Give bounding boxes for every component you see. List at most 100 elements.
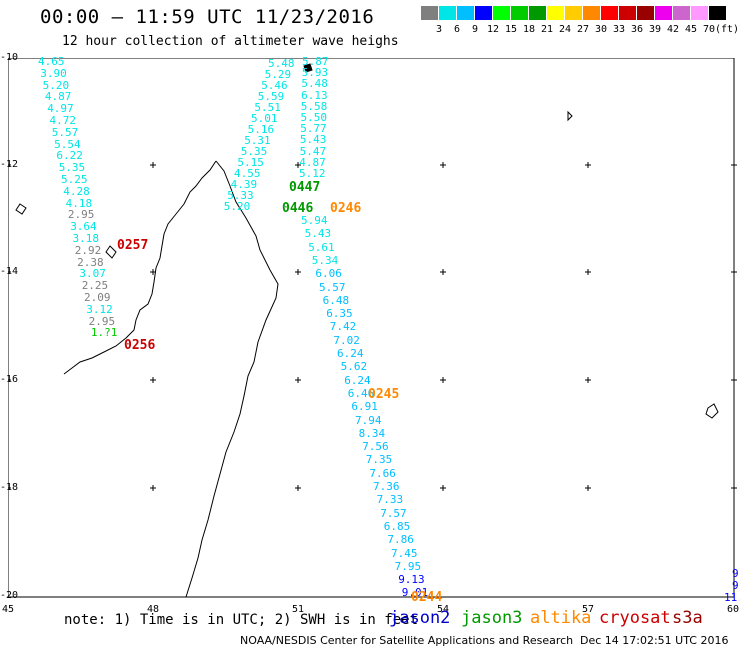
legend-cryosat: cryosat — [599, 608, 671, 628]
wave-height-value: 5.48 — [301, 77, 328, 91]
color-swatch — [709, 6, 727, 20]
wave-height-value: 2.09 — [84, 291, 111, 304]
color-swatch — [565, 6, 583, 20]
legend-s3a: s3a — [672, 608, 703, 628]
wave-height-value: 5.12 — [299, 167, 326, 180]
wave-height-value: 5.43 — [304, 227, 332, 241]
color-swatch — [583, 6, 601, 20]
wave-height-value: 5.29 — [264, 68, 292, 81]
pass-time-label: 0257 — [117, 238, 149, 253]
wave-height-value: 5.94 — [301, 214, 328, 227]
wave-height-value: 9 — [732, 579, 739, 592]
wave-height-value: 6.85 — [383, 519, 411, 533]
island-2 — [567, 110, 573, 122]
wave-height-value: 7.66 — [369, 466, 396, 480]
latitude-label: -10 — [0, 52, 19, 63]
wave-height-value: 7.35 — [365, 453, 393, 467]
wave-height-value: 3.64 — [70, 220, 97, 234]
wave-height-value: 1.?1 — [90, 326, 118, 340]
color-swatch — [493, 6, 511, 20]
wave-height-value: 6.46 — [347, 386, 375, 400]
color-scale-bar — [421, 6, 727, 20]
timestamp-text: Dec 14 17:02:51 UTC 2016 — [580, 634, 729, 647]
wave-height-value: 5.93 — [301, 66, 329, 80]
color-swatch — [439, 6, 457, 20]
wave-height-value: 5.50 — [300, 111, 328, 124]
color-swatch — [619, 6, 637, 20]
pass-time-label: 0246 — [330, 201, 362, 216]
wave-height-value: 5.16 — [247, 123, 275, 136]
wave-height-value: 9 — [732, 567, 739, 580]
madagascar-west-coast — [63, 160, 217, 375]
wave-height-value: 7.56 — [362, 440, 389, 454]
wave-height-value: 5.20 — [42, 78, 70, 92]
color-scale-label: 3 — [435, 24, 443, 35]
legend-altika: altika — [530, 608, 592, 628]
wave-height-value: 5.57 — [51, 125, 79, 139]
wave-height-value: 7.45 — [391, 546, 418, 560]
longitude-label: 54 — [436, 604, 450, 615]
wave-height-value: 5.43 — [299, 133, 327, 147]
color-scale-label: 33 — [612, 24, 626, 35]
wave-height-value: 4.87 — [44, 90, 72, 104]
wave-height-value: 5.59 — [257, 90, 285, 103]
wave-height-value: 4.28 — [63, 184, 90, 198]
map-title: 00:00 — 11:59 UTC 11/23/2016 — [40, 6, 375, 28]
longitude-label: 48 — [146, 604, 160, 615]
island-comoros-2 — [105, 245, 117, 259]
wave-height-value: 5.87 — [302, 55, 329, 68]
wave-height-value: 5.34 — [311, 253, 339, 267]
wave-height-value: 7.42 — [329, 320, 357, 334]
pass-time-label: 0446 — [282, 201, 314, 216]
legend-jason3: jason3 — [461, 608, 523, 628]
wave-height-value: 5.77 — [300, 122, 327, 136]
wave-height-value: 2.95 — [67, 208, 95, 222]
map-subtitle: 12 hour collection of altimeter wave hei… — [62, 34, 399, 49]
wave-height-value: 5.46 — [261, 79, 288, 92]
color-scale-label: 12 — [486, 24, 500, 35]
wave-height-value: 5.35 — [58, 161, 86, 175]
wave-height-value: 2.25 — [81, 279, 109, 293]
latitude-label: -12 — [0, 159, 19, 170]
color-swatch — [475, 6, 493, 20]
color-swatch — [637, 6, 655, 20]
color-scale-label: 42 — [666, 24, 680, 35]
island-3 — [705, 403, 719, 419]
color-swatch — [421, 6, 439, 20]
color-scale-label: 18 — [522, 24, 536, 35]
wave-height-value: 4.87 — [299, 155, 326, 169]
color-swatch — [529, 6, 547, 20]
longitude-label: 57 — [581, 604, 595, 615]
wave-height-value: 7.33 — [376, 493, 404, 507]
footer-note: note: 1) Time is in UTC; 2) SWH is in fe… — [64, 612, 419, 628]
latitude-label: -18 — [0, 482, 19, 493]
wave-height-value: 3.90 — [40, 66, 67, 80]
wave-height-value: 5.51 — [254, 101, 281, 114]
wave-height-value: 5.01 — [251, 112, 278, 125]
color-swatch — [691, 6, 709, 20]
color-swatch — [511, 6, 529, 20]
wave-height-value: 7.36 — [373, 480, 400, 493]
wave-height-value: 6.24 — [337, 347, 364, 360]
pass-time-label: 0256 — [124, 338, 156, 353]
wave-height-value: 3.12 — [86, 302, 113, 316]
wave-height-value: 2.92 — [74, 243, 102, 257]
wave-height-value: 4.55 — [234, 167, 261, 180]
latitude-label: -20 — [0, 590, 19, 601]
map-frame — [8, 58, 737, 598]
wave-height-value: 3.07 — [79, 267, 106, 281]
pass-time-label: 0447 — [289, 180, 321, 195]
wave-height-value: 6.22 — [56, 149, 83, 163]
wave-height-value: 2.38 — [77, 255, 104, 269]
island-1 — [303, 63, 313, 73]
island-comoros-1 — [15, 203, 27, 215]
wave-height-value: 4.97 — [47, 102, 74, 116]
longitude-label: 45 — [1, 604, 15, 615]
wave-height-value: 5.54 — [54, 137, 81, 151]
color-swatch — [547, 6, 565, 20]
wave-height-value: 5.57 — [319, 280, 346, 294]
color-scale-label: 36 — [630, 24, 644, 35]
color-scale-label: 15 — [504, 24, 518, 35]
wave-height-value: 5.35 — [240, 145, 268, 158]
wave-height-value: 6.06 — [315, 267, 342, 281]
